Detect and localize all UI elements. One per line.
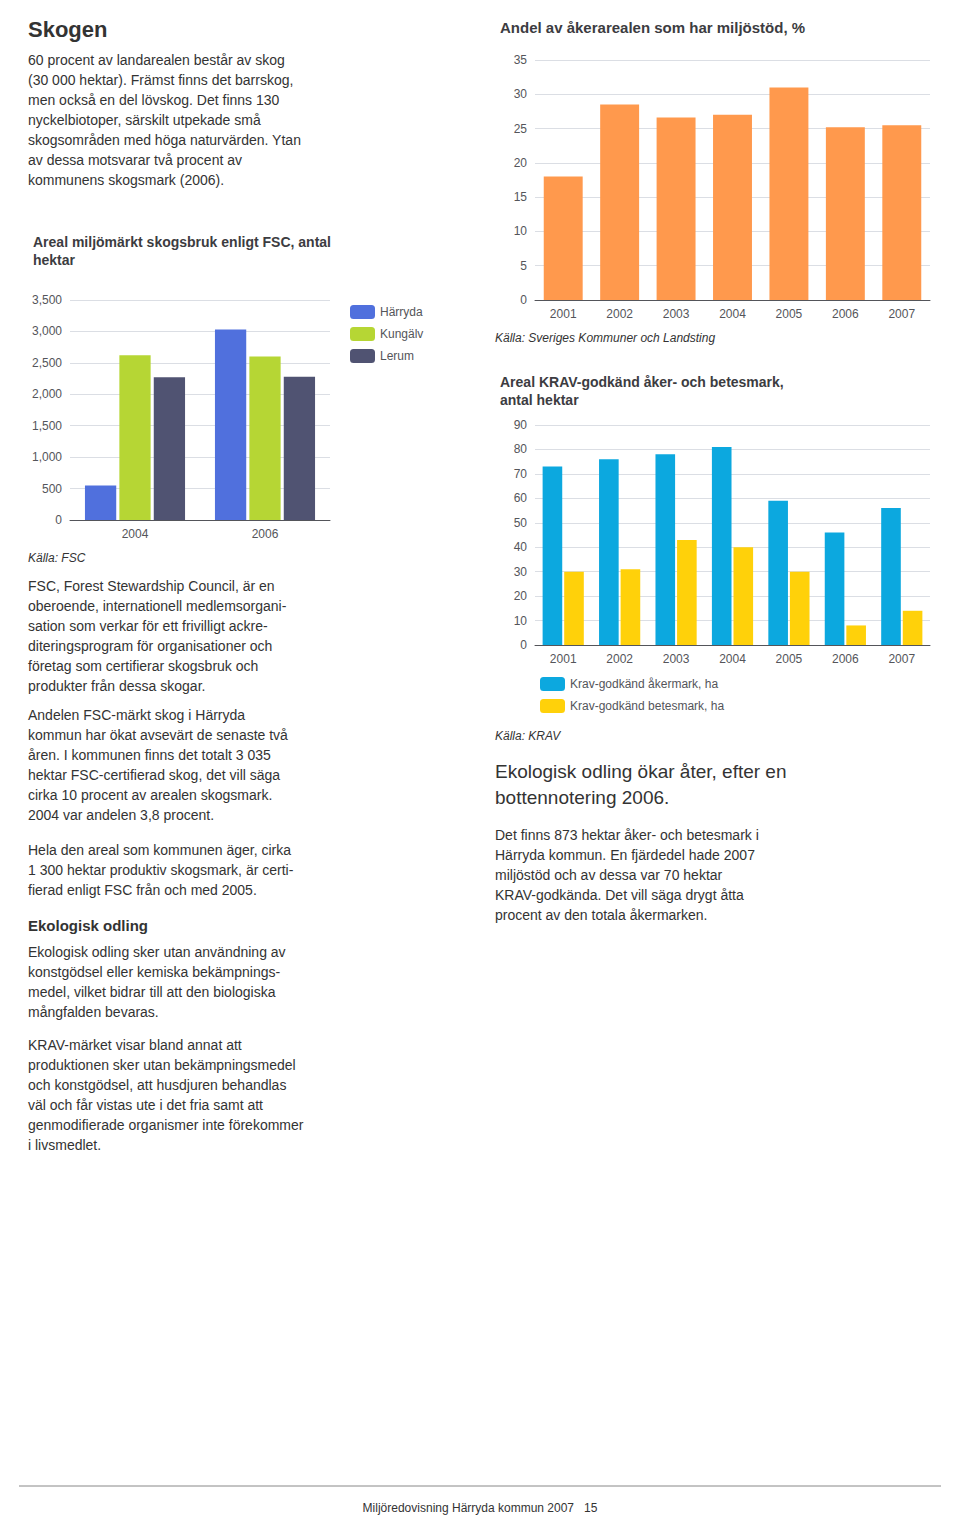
svg-text:Härryda: Härryda — [380, 305, 423, 319]
svg-text:cirka 10 procent av arealen sk: cirka 10 procent av arealen skogsmark. — [28, 787, 272, 803]
svg-text:2003: 2003 — [663, 307, 690, 321]
svg-text:Källa: KRAV: Källa: KRAV — [495, 729, 561, 743]
svg-text:Ekologisk odling: Ekologisk odling — [28, 917, 148, 934]
svg-text:10: 10 — [514, 614, 528, 628]
svg-text:60 procent av landarealen best: 60 procent av landarealen består av skog — [28, 52, 285, 68]
svg-text:70: 70 — [514, 467, 528, 481]
svg-text:Areal KRAV-godkänd åker- och b: Areal KRAV-godkänd åker- och betesmark, — [500, 374, 784, 390]
svg-text:2002: 2002 — [606, 307, 633, 321]
svg-text:2003: 2003 — [663, 652, 690, 666]
svg-text:2007: 2007 — [888, 307, 915, 321]
svg-text:Krav-godkänd åkermark, ha: Krav-godkänd åkermark, ha — [570, 677, 718, 691]
svg-text:500: 500 — [42, 482, 62, 496]
svg-text:genmodifierade organismer inte: genmodifierade organismer inte förekomme… — [28, 1117, 304, 1133]
svg-text:2006: 2006 — [832, 652, 859, 666]
svg-text:konstgödsel eller kemiska bekä: konstgödsel eller kemiska bekämpnings- — [28, 964, 280, 980]
svg-text:FSC, Forest Stewardship Counci: FSC, Forest Stewardship Council, är en — [28, 578, 275, 594]
svg-text:1,000: 1,000 — [32, 450, 62, 464]
svg-text:Krav-godkänd betesmark, ha: Krav-godkänd betesmark, ha — [570, 699, 724, 713]
svg-text:2002: 2002 — [606, 652, 633, 666]
svg-text:produkter från dessa skogar.: produkter från dessa skogar. — [28, 678, 205, 694]
svg-text:0: 0 — [55, 513, 62, 527]
svg-text:miljöstöd och av dessa var 70: miljöstöd och av dessa var 70 hektar — [495, 867, 723, 883]
svg-text:Ekologisk odling ökar åter, ef: Ekologisk odling ökar åter, efter en — [495, 761, 787, 782]
svg-text:men också en del lövskog. Det: men också en del lövskog. Det finns 130 — [28, 92, 280, 108]
svg-text:2004: 2004 — [719, 652, 746, 666]
svg-text:Lerum: Lerum — [380, 349, 414, 363]
svg-text:fierad enligt FSC från och med: fierad enligt FSC från och med 2005. — [28, 882, 257, 898]
svg-text:2001: 2001 — [550, 652, 577, 666]
svg-text:5: 5 — [520, 259, 527, 273]
svg-text:3,000: 3,000 — [32, 324, 62, 338]
svg-text:Härryda kommun. En fjärdedel h: Härryda kommun. En fjärdedel hade 2007 — [495, 847, 755, 863]
svg-text:Hela den areal som kommunen äg: Hela den areal som kommunen äger, cirka — [28, 842, 291, 858]
svg-text:30: 30 — [514, 87, 528, 101]
svg-text:30: 30 — [514, 565, 528, 579]
svg-text:2004 var andelen 3,8 procent.: 2004 var andelen 3,8 procent. — [28, 807, 214, 823]
svg-text:procent av den totala åkermark: procent av den totala åkermarken. — [495, 907, 707, 923]
svg-text:Skogen: Skogen — [28, 17, 107, 42]
svg-text:80: 80 — [514, 442, 528, 456]
svg-text:mångfalden bevaras.: mångfalden bevaras. — [28, 1004, 159, 1020]
svg-text:2,000: 2,000 — [32, 387, 62, 401]
svg-text:15: 15 — [514, 190, 528, 204]
svg-text:bottennotering 2006.: bottennotering 2006. — [495, 787, 669, 808]
svg-text:20: 20 — [514, 589, 528, 603]
svg-text:2001: 2001 — [550, 307, 577, 321]
svg-text:nyckelbiotoper, särskilt utpek: nyckelbiotoper, särskilt utpekade små — [28, 112, 261, 128]
svg-text:sation som verkar för ett friv: sation som verkar för ett frivilligt ack… — [28, 618, 268, 634]
svg-text:2005: 2005 — [776, 307, 803, 321]
svg-text:kommunens skogsmark (2006).: kommunens skogsmark (2006). — [28, 172, 224, 188]
svg-text:Areal miljömärkt skogsbruk enl: Areal miljömärkt skogsbruk enligt FSC, a… — [33, 234, 331, 250]
svg-text:35: 35 — [514, 53, 528, 67]
svg-text:90: 90 — [514, 418, 528, 432]
svg-text:Ekologisk odling sker utan anv: Ekologisk odling sker utan användning av — [28, 944, 286, 960]
svg-text:skogsområden med höga naturvär: skogsområden med höga naturvärden. Ytan — [28, 132, 301, 148]
svg-text:3,500: 3,500 — [32, 293, 62, 307]
svg-text:Källa: Sveriges Kommuner och L: Källa: Sveriges Kommuner och Landsting — [495, 331, 715, 345]
svg-text:företag som certifierar skogsb: företag som certifierar skogsbruk och — [28, 658, 258, 674]
svg-text:2007: 2007 — [888, 652, 915, 666]
svg-text:produktionen sker utan bekämpn: produktionen sker utan bekämpningsmedel — [28, 1057, 296, 1073]
svg-text:KRAV-märket visar bland annat: KRAV-märket visar bland annat att — [28, 1037, 242, 1053]
svg-text:Andelen FSC-märkt skog i Härry: Andelen FSC-märkt skog i Härryda — [28, 707, 245, 723]
svg-text:hektar FSC-certifierad skog, d: hektar FSC-certifierad skog, det vill sä… — [28, 767, 280, 783]
svg-text:i livsmedlet.: i livsmedlet. — [28, 1137, 101, 1153]
svg-text:10: 10 — [514, 224, 528, 238]
svg-text:2006: 2006 — [832, 307, 859, 321]
svg-text:0: 0 — [520, 293, 527, 307]
svg-text:Källa: FSC: Källa: FSC — [28, 551, 86, 565]
svg-text:2006: 2006 — [252, 527, 279, 541]
svg-text:50: 50 — [514, 516, 528, 530]
svg-text:antal hektar: antal hektar — [500, 392, 579, 408]
svg-text:diteringsprogram för organisat: diteringsprogram för organisationer och — [28, 638, 272, 654]
svg-text:2004: 2004 — [719, 307, 746, 321]
svg-text:av dessa motsvarar två procent: av dessa motsvarar två procent av — [28, 152, 242, 168]
svg-text:Miljöredovisning Härryda kommu: Miljöredovisning Härryda kommun 2007 15 — [363, 1501, 598, 1515]
svg-text:2,500: 2,500 — [32, 356, 62, 370]
svg-text:1 300 hektar produktiv skogsma: 1 300 hektar produktiv skogsmark, är cer… — [28, 862, 294, 878]
svg-text:(30 000 hektar). Främst finns: (30 000 hektar). Främst finns det barrsk… — [28, 72, 293, 88]
svg-text:2004: 2004 — [122, 527, 149, 541]
svg-text:40: 40 — [514, 540, 528, 554]
svg-text:Det finns 873 hektar åker- och: Det finns 873 hektar åker- och betesmark… — [495, 827, 759, 843]
svg-text:och konstgödsel, att husdjuren: och konstgödsel, att husdjuren behandlas — [28, 1077, 286, 1093]
svg-text:25: 25 — [514, 122, 528, 136]
svg-text:0: 0 — [520, 638, 527, 652]
svg-text:Kungälv: Kungälv — [380, 327, 423, 341]
svg-text:1,500: 1,500 — [32, 419, 62, 433]
svg-text:Andel av åkerarealen som har m: Andel av åkerarealen som har miljöstöd, … — [500, 19, 805, 36]
svg-text:2005: 2005 — [776, 652, 803, 666]
svg-text:KRAV-godkända. Det vill säga d: KRAV-godkända. Det vill säga drygt åtta — [495, 887, 744, 903]
svg-text:medel, vilket bidrar till att: medel, vilket bidrar till att den biolog… — [28, 984, 276, 1000]
svg-text:väl och får vistas ute i det f: väl och får vistas ute i det fria samt a… — [28, 1097, 263, 1113]
svg-text:oberoende, internationell medl: oberoende, internationell medlemsorgani- — [28, 598, 287, 614]
svg-text:20: 20 — [514, 156, 528, 170]
svg-text:60: 60 — [514, 491, 528, 505]
svg-text:hektar: hektar — [33, 252, 76, 268]
svg-text:åren. I kommunen finns det tot: åren. I kommunen finns det totalt 3 035 — [28, 747, 271, 763]
svg-text:kommun har ökat avsevärt de se: kommun har ökat avsevärt de senaste två — [28, 727, 288, 743]
